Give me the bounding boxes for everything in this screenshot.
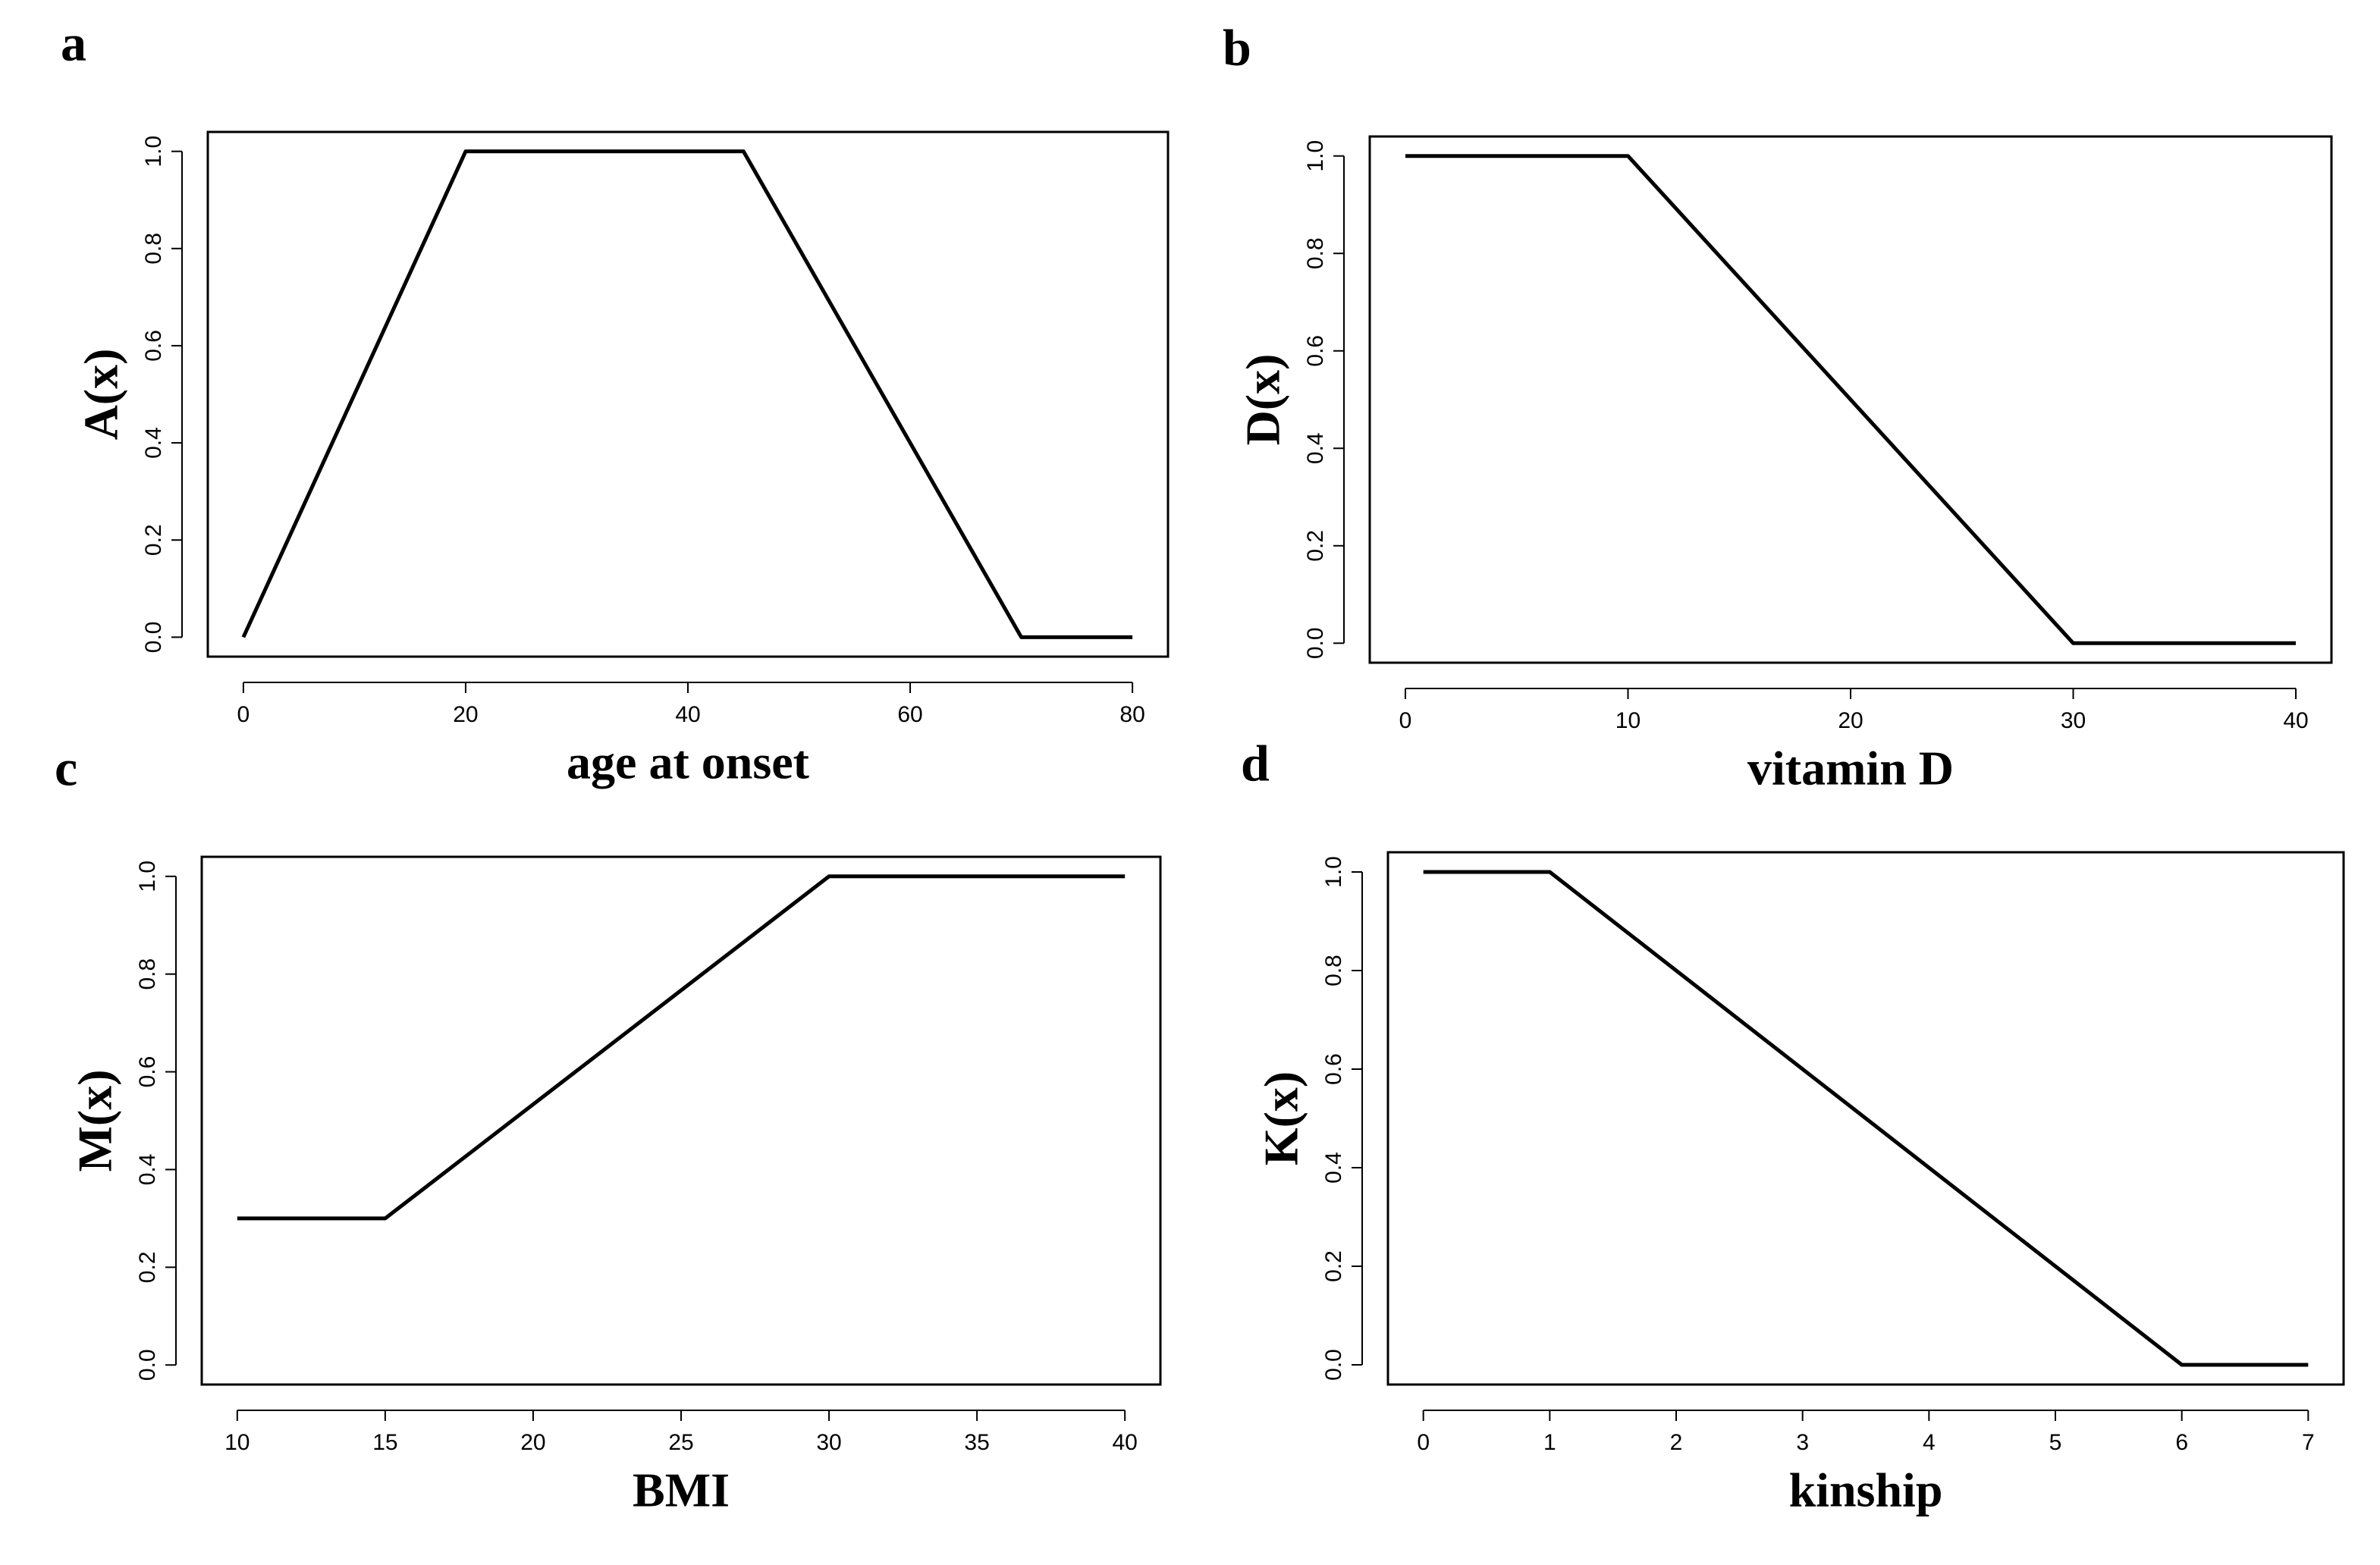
x-tick-label: 0 — [1417, 1430, 1430, 1455]
x-tick-label: 30 — [2061, 708, 2086, 733]
x-tick-label: 40 — [1112, 1430, 1137, 1455]
x-tick-label: 25 — [668, 1430, 693, 1455]
x-tick-label: 10 — [1615, 708, 1641, 733]
y-axis-label: K(x) — [1254, 1071, 1308, 1165]
y-tick-label: 1.0 — [1321, 856, 1346, 888]
y-tick-label: 0.2 — [141, 524, 166, 556]
x-tick-label: 6 — [2175, 1430, 2188, 1455]
x-tick-label: 30 — [816, 1430, 841, 1455]
y-tick-label: 0.6 — [141, 330, 166, 362]
plot-box — [1368, 135, 2333, 664]
x-axis-label: BMI — [633, 1463, 730, 1517]
x-tick-label: 60 — [897, 702, 922, 727]
y-tick-label: 0.6 — [1303, 335, 1328, 367]
plot-box — [1386, 851, 2345, 1386]
line-series — [1405, 154, 2297, 645]
plot-box — [200, 855, 1162, 1386]
x-tick-label: 20 — [520, 1430, 545, 1455]
panel-label: c — [55, 739, 77, 797]
y-tick-label: 0.0 — [1321, 1349, 1346, 1381]
panel-label: d — [1241, 735, 1270, 792]
y-tick-label: 0.4 — [1303, 432, 1328, 464]
y-tick-label: 0.0 — [135, 1349, 160, 1381]
y-tick-label: 1.0 — [135, 861, 160, 892]
y-tick-label: 1.0 — [141, 136, 166, 168]
x-tick-label: 5 — [2049, 1430, 2062, 1455]
x-tick-label: 7 — [2302, 1430, 2315, 1455]
y-tick-label: 0.6 — [1321, 1053, 1346, 1085]
y-tick-label: 0.8 — [135, 958, 160, 990]
y-tick-label: 0.4 — [141, 427, 166, 459]
panel-label: b — [1223, 19, 1251, 77]
y-tick-label: 0.4 — [1321, 1152, 1346, 1184]
x-axis-label: vitamin D — [1747, 742, 1954, 795]
y-tick-label: 0.0 — [141, 622, 166, 654]
y-tick-label: 0.8 — [1321, 955, 1346, 986]
x-tick-label: 10 — [224, 1430, 250, 1455]
x-axis-label: kinship — [1789, 1463, 1943, 1517]
x-tick-label: 4 — [1923, 1430, 1936, 1455]
x-tick-label: 15 — [372, 1430, 397, 1455]
x-tick-label: 0 — [1399, 708, 1412, 733]
y-tick-label: 0.4 — [135, 1154, 160, 1186]
y-tick-label: 0.6 — [135, 1056, 160, 1088]
line-series — [241, 149, 1133, 639]
y-tick-label: 0.0 — [1303, 627, 1328, 659]
x-tick-label: 35 — [964, 1430, 989, 1455]
x-tick-label: 40 — [2283, 708, 2308, 733]
y-tick-label: 0.2 — [1303, 530, 1328, 562]
panel-label: a — [61, 14, 86, 72]
y-axis-label: D(x) — [1236, 354, 1290, 446]
x-tick-label: 80 — [1119, 702, 1144, 727]
plot-box — [206, 130, 1170, 658]
y-axis-label: M(x) — [68, 1069, 122, 1171]
x-tick-label: 20 — [453, 702, 478, 727]
x-axis-label: age at onset — [567, 735, 810, 789]
x-tick-label: 3 — [1796, 1430, 1809, 1455]
x-tick-label: 0 — [237, 702, 250, 727]
y-tick-label: 0.2 — [1321, 1250, 1346, 1282]
y-tick-label: 0.8 — [141, 233, 166, 265]
y-tick-label: 1.0 — [1303, 140, 1328, 172]
y-tick-label: 0.2 — [135, 1251, 160, 1283]
x-tick-label: 1 — [1543, 1430, 1556, 1455]
x-tick-label: 2 — [1670, 1430, 1683, 1455]
y-axis-label: A(x) — [74, 349, 128, 441]
line-series — [237, 874, 1126, 1221]
line-series — [1423, 870, 2309, 1367]
y-tick-label: 0.8 — [1303, 237, 1328, 269]
x-tick-label: 20 — [1838, 708, 1863, 733]
x-tick-label: 40 — [675, 702, 700, 727]
